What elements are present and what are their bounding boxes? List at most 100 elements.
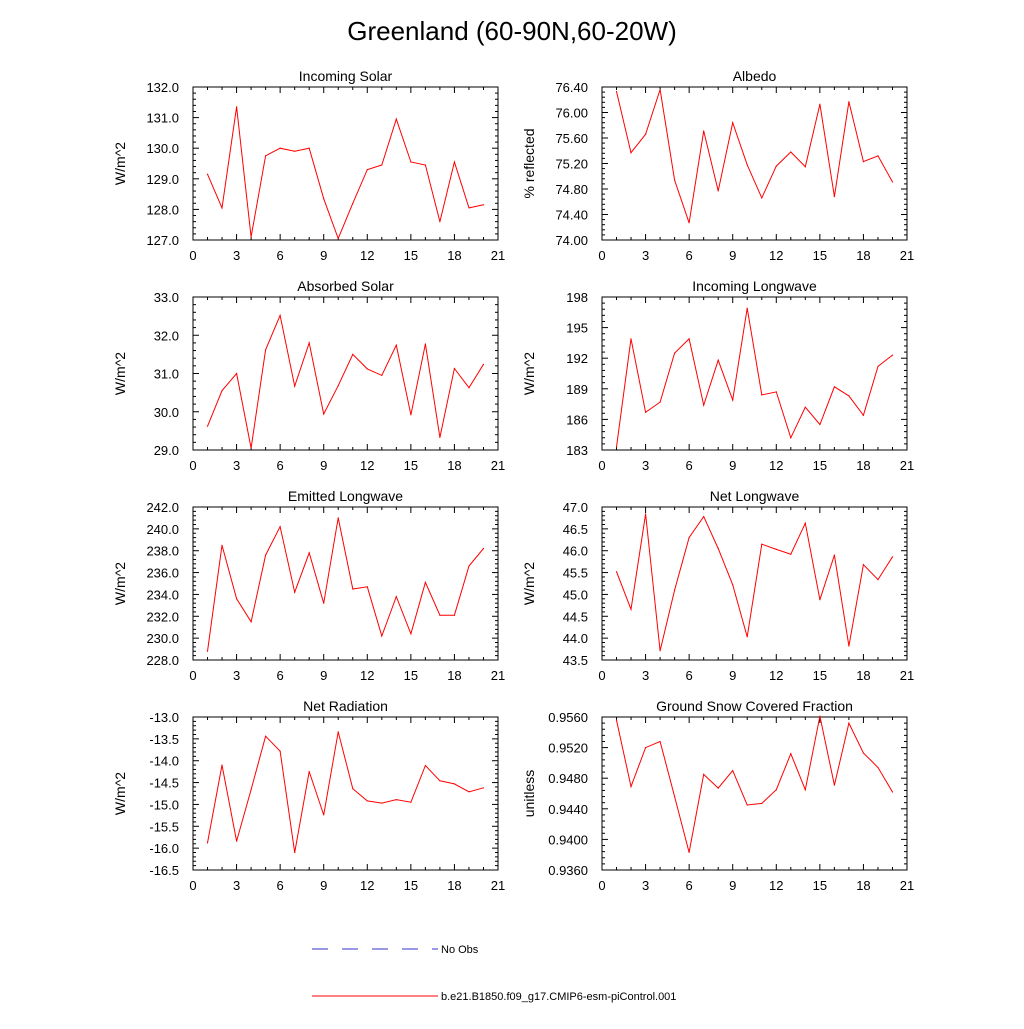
y-tick-label: 75.60 [555,131,588,146]
data-point [206,842,209,844]
y-tick-label: 46.5 [563,522,588,537]
x-tick-label: 12 [360,878,374,893]
y-tick-label: -14.0 [149,754,179,769]
data-point [410,161,412,163]
data-point [439,780,441,782]
panel-title: Net Radiation [303,698,388,714]
data-point [265,155,267,157]
data-point [381,802,383,804]
panel-title: Net Longwave [710,488,800,504]
data-point [615,446,618,448]
y-tick-label: 0.9520 [548,741,588,756]
data-point [453,161,455,163]
data-point [615,571,618,573]
data-point [381,635,383,637]
data-point [482,363,485,365]
data-point [819,715,821,717]
x-tick-label: 21 [900,668,914,683]
data-point [279,750,281,752]
data-point [221,207,223,209]
y-tick-label: 128.0 [146,202,179,217]
data-point [395,596,397,598]
x-tick-label: 9 [729,668,736,683]
data-point [294,385,296,387]
model-series-line [207,517,484,652]
x-tick-label: 15 [404,248,418,263]
data-point [279,314,281,316]
data-point [862,161,865,163]
y-tick-label: 186 [566,412,588,427]
legend: No Obs b.e21.B1850.f09_g17.CMIP6-esm-piC… [312,944,676,1003]
y-tick-label: -15.5 [149,819,179,834]
y-axis-label: W/m^2 [112,142,128,185]
data-point [848,722,850,724]
y-tick-label: 75.20 [555,157,588,172]
data-point [703,773,705,776]
y-tick-label: 31.0 [154,367,179,382]
model-series-line [207,313,484,449]
data-point [308,147,310,149]
data-point [323,413,325,415]
data-point [819,103,821,105]
data-point [294,851,296,854]
y-tick-label: 238.0 [146,544,179,559]
data-point [819,423,821,426]
data-point [482,787,485,789]
data-point [221,390,223,392]
x-tick-label: 0 [598,668,605,683]
panel-title: Emitted Longwave [288,488,403,504]
data-point [775,391,777,393]
data-point [630,786,632,788]
data-point [236,372,238,375]
plot-frame [192,506,499,661]
x-tick-label: 21 [900,248,914,263]
y-tick-label: 132.0 [146,80,179,95]
data-point [482,547,485,550]
legend-obs-label: No Obs [441,944,479,956]
x-tick-label: 3 [233,668,240,683]
data-point [468,565,470,567]
x-tick-label: 0 [598,458,605,473]
plot-frame [192,716,499,871]
y-tick-label: 129.0 [146,172,179,187]
data-point [645,747,647,749]
data-point [659,650,661,652]
y-tick-label: 198 [566,290,588,305]
data-point [833,196,836,198]
data-point [250,789,252,791]
x-tick-label: 6 [686,668,693,683]
y-tick-label: 0.9400 [548,832,588,847]
data-point [206,650,209,652]
panel-title: Albedo [733,68,777,84]
y-tick-label: 189 [566,382,588,397]
data-point [688,338,690,340]
y-tick-label: 240.0 [146,522,179,537]
x-tick-label: 6 [686,878,693,893]
data-point [337,237,339,240]
model-series-line [616,513,893,651]
y-tick-label: 232.0 [146,609,179,624]
data-point [732,122,734,124]
x-tick-label: 3 [233,878,240,893]
data-point [366,169,368,171]
data-point [862,564,865,566]
data-point [279,526,281,528]
data-point [717,787,719,789]
data-point [439,436,441,438]
x-tick-label: 21 [900,878,914,893]
x-tick-label: 12 [769,248,783,263]
y-tick-label: 131.0 [146,111,179,126]
data-point [848,101,850,103]
y-tick-label: 183 [566,443,588,458]
y-tick-label: -14.5 [149,776,179,791]
y-tick-label: 76.00 [555,106,588,121]
plot-frame [601,716,908,871]
data-point [688,851,690,854]
x-tick-label: 9 [320,458,327,473]
y-tick-label: 0.9440 [548,802,588,817]
data-point [221,764,223,766]
y-tick-label: 195 [566,321,588,336]
data-point [410,801,412,803]
data-point [630,608,632,610]
